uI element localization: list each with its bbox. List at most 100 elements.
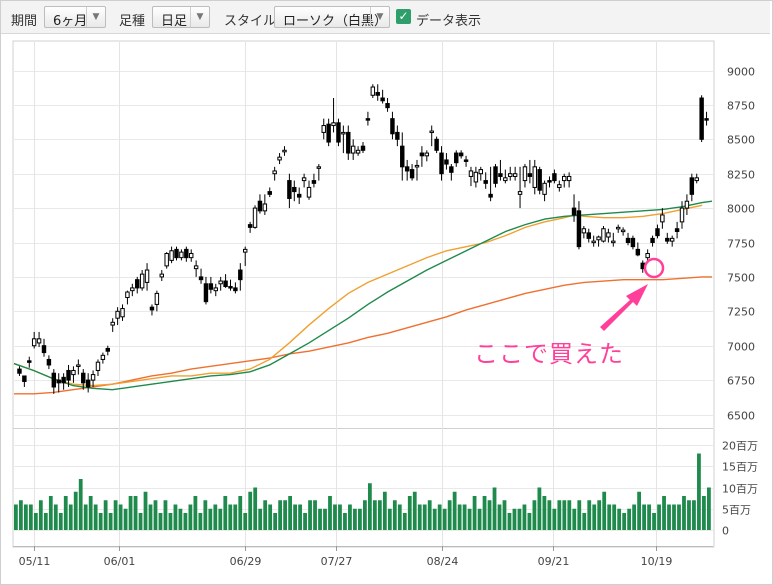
candle-body (463, 159, 469, 162)
candle-body (694, 177, 699, 182)
candle-body (655, 228, 660, 237)
candle-body (277, 156, 282, 161)
candle-body (566, 175, 572, 182)
volume-bar (402, 513, 407, 530)
candle-body (390, 118, 395, 135)
period-label: 期間 (11, 14, 38, 29)
timeframe-select[interactable]: 日足 ▼ (152, 6, 210, 29)
timeframe-label: 足種 (119, 14, 146, 29)
volume-bar (23, 504, 28, 530)
candle-body (547, 180, 552, 183)
candle-body (218, 280, 223, 285)
candle-body (135, 279, 140, 289)
candle-body (704, 118, 709, 121)
candle-body (370, 86, 376, 96)
candle-body (674, 228, 680, 232)
volume-bar (103, 500, 108, 530)
candle-body (449, 166, 454, 173)
volume-bar (697, 453, 701, 530)
candle-body (434, 138, 439, 151)
price-tick-label: 9000 (727, 66, 755, 79)
volume-bar (53, 504, 58, 530)
volume-bar (203, 500, 208, 530)
volume-bar (642, 504, 646, 530)
volume-bar (193, 496, 198, 530)
volume-bar (308, 500, 312, 530)
candle-body (409, 169, 415, 179)
date-tick-label: 08/24 (427, 555, 459, 568)
volume-bar (407, 496, 412, 530)
candle-body (512, 173, 518, 177)
candle-body (419, 152, 425, 157)
period-select[interactable]: 6ヶ月 ▼ (44, 6, 106, 29)
candle-body (110, 321, 115, 326)
candle-body (193, 265, 199, 270)
data-display-checkbox[interactable]: ✓ (396, 9, 411, 24)
candle-body (601, 228, 606, 242)
candle-body (478, 169, 484, 175)
volume-bar (123, 508, 128, 530)
volume-bar (372, 500, 377, 530)
volume-bar (692, 500, 696, 530)
volume-bar (617, 508, 622, 530)
candle-body (326, 123, 331, 143)
candle-body (154, 292, 160, 305)
candle-body (483, 180, 488, 184)
volume-bar (283, 500, 288, 530)
style-select[interactable]: ローソク（白黒） ▼ (274, 6, 390, 29)
volume-bar (178, 508, 183, 530)
volume-bar (133, 496, 138, 530)
volume-tick-label: 15百万 (722, 461, 758, 474)
candle-body (81, 372, 86, 384)
candle-body (444, 159, 449, 165)
candle-body (458, 152, 464, 157)
candle-body (228, 286, 233, 289)
volume-bar (552, 508, 557, 530)
candle-body (635, 248, 641, 256)
candle-body (503, 177, 508, 182)
candle-body (586, 232, 591, 239)
data-display-label: データ表示 (416, 14, 482, 29)
candle-body (247, 224, 253, 228)
candle-body (144, 269, 150, 283)
volume-bar (288, 496, 292, 530)
volume-tick-label: 20百万 (722, 440, 758, 453)
price-tick-label: 8000 (727, 203, 755, 216)
volume-bar (223, 496, 228, 530)
candle-body (645, 253, 650, 259)
candle-body (51, 372, 57, 388)
volume-bar (557, 500, 562, 530)
candle-body (660, 214, 665, 223)
date-tick-label: 09/21 (538, 555, 570, 568)
candle-body (669, 237, 675, 242)
volume-bar (183, 513, 188, 530)
candle-body (306, 186, 312, 198)
candle-body (257, 200, 263, 212)
candle-body (17, 368, 22, 374)
volume-bar (38, 500, 43, 530)
moving-average-medium (13, 200, 713, 391)
volume-bar (318, 508, 322, 530)
candle-body (61, 376, 66, 384)
candle-body (115, 310, 120, 319)
candle-body (341, 131, 346, 135)
candle-body (301, 177, 307, 182)
volume-bar (677, 504, 681, 530)
volume-bar (268, 504, 273, 530)
volume-bar (303, 513, 307, 530)
volume-bar (233, 504, 238, 530)
volume-bar (138, 513, 143, 530)
arrow-icon (600, 284, 648, 331)
candle-body (164, 253, 169, 267)
candle-body (282, 149, 287, 153)
volume-bar (667, 504, 671, 530)
volume-bar (168, 513, 173, 530)
candle-body (562, 175, 567, 182)
volume-bar (392, 500, 397, 530)
volume-bar (263, 500, 268, 530)
candle-body (395, 131, 400, 140)
volume-bar (363, 500, 367, 530)
candle-body (169, 250, 174, 261)
candle-body (90, 374, 96, 381)
candle-body (355, 149, 361, 154)
